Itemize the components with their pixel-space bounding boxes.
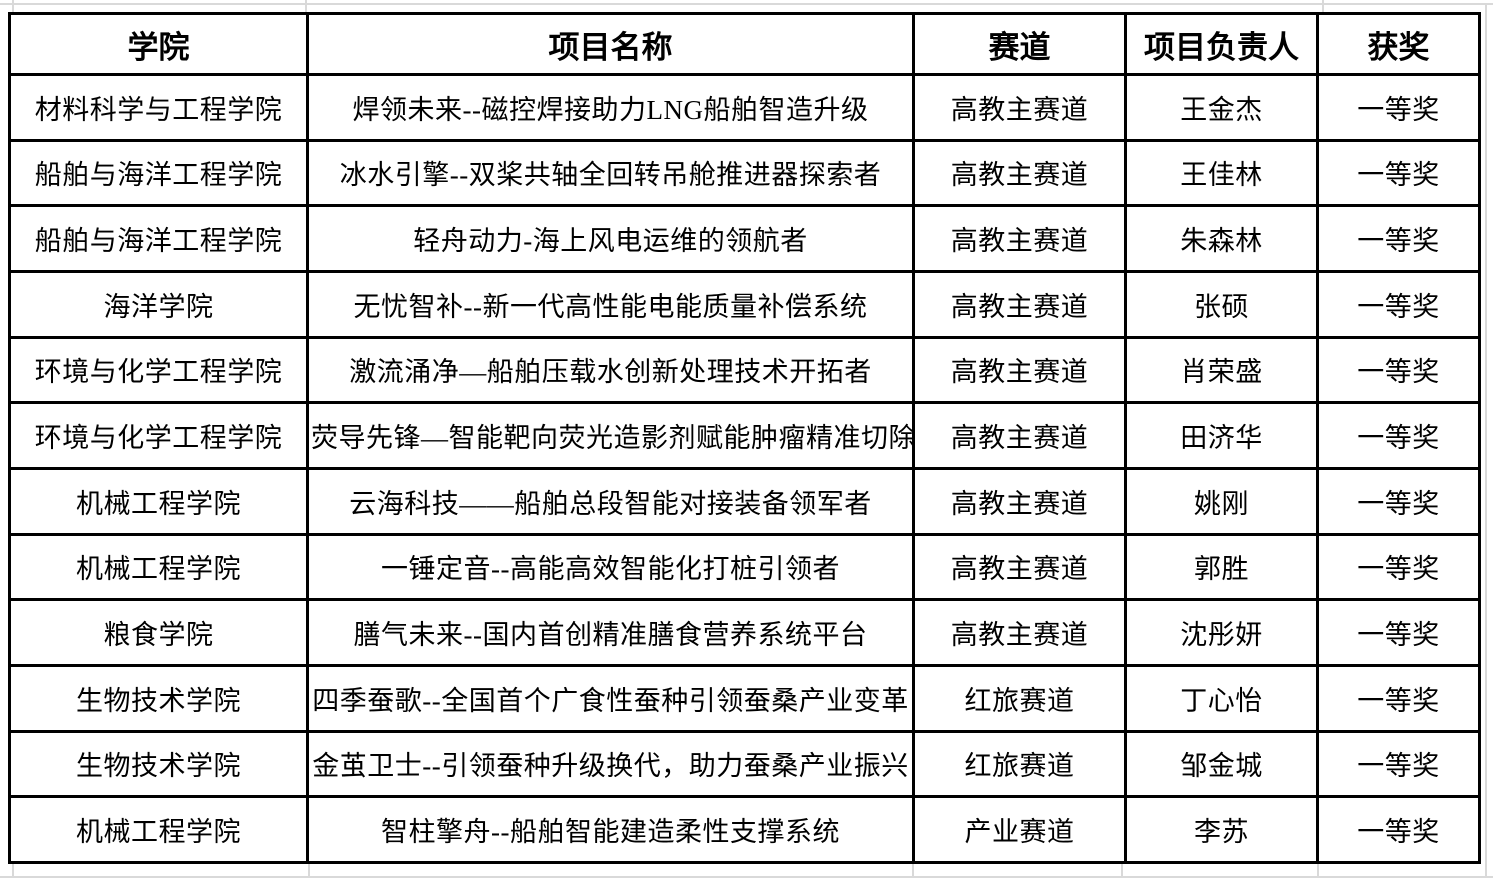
cell-award: 一等奖 [1316,73,1481,142]
cell-college: 海洋学院 [8,269,309,339]
table-row: 机械工程学院 智柱擎舟--船舶智能建造柔性支撑系统 产业赛道 李苏 一等奖 [8,795,1481,864]
cell-award: 一等奖 [1316,598,1481,667]
cell-college: 粮食学院 [8,598,309,667]
cell-leader: 肖荣盛 [1124,335,1319,405]
cell-project: 焊领未来--磁控焊接助力LNG船舶智造升级 [306,73,915,142]
cell-leader: 邹金城 [1124,729,1319,799]
cell-leader: 沈彤妍 [1124,598,1319,667]
cell-project: 智柱擎舟--船舶智能建造柔性支撑系统 [306,795,915,864]
column-header-track: 赛道 [912,12,1127,76]
spreadsheet-gridline-bottom [0,876,1493,878]
cell-award: 一等奖 [1316,335,1481,405]
cell-project: 冰水引擎--双桨共轴全回转吊舱推进器探索者 [306,138,915,208]
spreadsheet-gridline-stub [1317,864,1319,878]
cell-track: 高教主赛道 [912,73,1127,142]
table-row: 船舶与海洋工程学院 冰水引擎--双桨共轴全回转吊舱推进器探索者 高教主赛道 王佳林 一等… [8,138,1481,208]
cell-college: 机械工程学院 [8,466,309,536]
cell-award: 一等奖 [1316,663,1481,733]
spreadsheet-gridline-stub [1322,0,1324,13]
spreadsheet-gridline-right [1485,3,1487,878]
column-header-college: 学院 [8,12,309,76]
award-table: 学院 项目名称 赛道 项目负责人 获奖 材料科学与工程学院 焊领未来--磁控焊接助… [8,12,1481,864]
cell-track: 高教主赛道 [912,466,1127,536]
spreadsheet-gridline-stub [308,864,310,878]
spreadsheet-gridline-stub [912,864,914,878]
cell-leader: 姚刚 [1124,466,1319,536]
cell-track: 高教主赛道 [912,204,1127,273]
cell-project: 激流涌净—船舶压载水创新处理技术开拓者 [306,335,915,405]
cell-project: 轻舟动力-海上风电运维的领航者 [306,204,915,273]
table-row: 海洋学院 无忧智补--新一代高性能电能质量补偿系统 高教主赛道 张硕 一等奖 [8,269,1481,339]
header-row: 学院 项目名称 赛道 项目负责人 获奖 [8,12,1481,76]
table-body: 材料科学与工程学院 焊领未来--磁控焊接助力LNG船舶智造升级 高教主赛道 王金杰 一等… [8,73,1481,864]
cell-track: 高教主赛道 [912,138,1127,208]
cell-award: 一等奖 [1316,532,1481,602]
cell-award: 一等奖 [1316,204,1481,273]
spreadsheet-gridline-stub [305,0,307,13]
spreadsheet-gridline-stub [12,0,14,13]
cell-college: 生物技术学院 [8,729,309,799]
table-row: 材料科学与工程学院 焊领未来--磁控焊接助力LNG船舶智造升级 高教主赛道 王金杰 一等… [8,73,1481,142]
cell-college: 船舶与海洋工程学院 [8,204,309,273]
table-row: 机械工程学院 一锤定音--高能高效智能化打桩引领者 高教主赛道 郭胜 一等奖 [8,532,1481,602]
cell-project: 膳气未来--国内首创精准膳食营养系统平台 [306,598,915,667]
cell-college: 船舶与海洋工程学院 [8,138,309,208]
cell-track: 红旅赛道 [912,663,1127,733]
cell-project: 云海科技——船舶总段智能对接装备领军者 [306,466,915,536]
cell-award: 一等奖 [1316,138,1481,208]
spreadsheet-gridline-top [0,3,1493,5]
cell-college: 环境与化学工程学院 [8,335,309,405]
cell-leader: 田济华 [1124,401,1319,470]
column-header-award: 获奖 [1316,12,1481,76]
cell-leader: 朱森林 [1124,204,1319,273]
cell-leader: 张硕 [1124,269,1319,339]
cell-award: 一等奖 [1316,466,1481,536]
table-row: 生物技术学院 金茧卫士--引领蚕种升级换代，助力蚕桑产业振兴 红旅赛道 邹金城 一等奖 [8,729,1481,799]
table-row: 粮食学院 膳气未来--国内首创精准膳食营养系统平台 高教主赛道 沈彤妍 一等奖 [8,598,1481,667]
cell-college: 机械工程学院 [8,795,309,864]
table-row: 船舶与海洋工程学院 轻舟动力-海上风电运维的领航者 高教主赛道 朱森林 一等奖 [8,204,1481,273]
cell-leader: 王金杰 [1124,73,1319,142]
column-header-project: 项目名称 [306,12,915,76]
cell-award: 一等奖 [1316,795,1481,864]
cell-track: 产业赛道 [912,795,1127,864]
cell-project: 一锤定音--高能高效智能化打桩引领者 [306,532,915,602]
cell-leader: 李苏 [1124,795,1319,864]
cell-college: 生物技术学院 [8,663,309,733]
cell-award: 一等奖 [1316,269,1481,339]
cell-college: 环境与化学工程学院 [8,401,309,470]
table-row: 机械工程学院 云海科技——船舶总段智能对接装备领军者 高教主赛道 姚刚 一等奖 [8,466,1481,536]
cell-project: 金茧卫士--引领蚕种升级换代，助力蚕桑产业振兴 [306,729,915,799]
cell-track: 红旅赛道 [912,729,1127,799]
cell-project: 四季蚕歌--全国首个广食性蚕种引领蚕桑产业变革 [306,663,915,733]
table-row: 环境与化学工程学院 激流涌净—船舶压载水创新处理技术开拓者 高教主赛道 肖荣盛 一等奖 [8,335,1481,405]
cell-leader: 王佳林 [1124,138,1319,208]
cell-project: 无忧智补--新一代高性能电能质量补偿系统 [306,269,915,339]
spreadsheet-gridline-stub [12,864,14,878]
spreadsheet-gridline-stub [1121,864,1123,878]
cell-track: 高教主赛道 [912,598,1127,667]
cell-project: 荧导先锋—智能靶向荧光造影剂赋能肿瘤精准切除 [306,401,915,470]
cell-college: 材料科学与工程学院 [8,73,309,142]
cell-leader: 丁心怡 [1124,663,1319,733]
cell-track: 高教主赛道 [912,269,1127,339]
cell-track: 高教主赛道 [912,401,1127,470]
table-row: 环境与化学工程学院 荧导先锋—智能靶向荧光造影剂赋能肿瘤精准切除 高教主赛道 田济华一… [8,401,1481,470]
cell-award: 一等奖 [1316,401,1481,470]
cell-track: 高教主赛道 [912,335,1127,405]
cell-award: 一等奖 [1316,729,1481,799]
cell-leader: 郭胜 [1124,532,1319,602]
cell-track: 高教主赛道 [912,532,1127,602]
table-row: 生物技术学院 四季蚕歌--全国首个广食性蚕种引领蚕桑产业变革 红旅赛道 丁心怡 一等奖 [8,663,1481,733]
cell-college: 机械工程学院 [8,532,309,602]
column-header-leader: 项目负责人 [1124,12,1319,76]
